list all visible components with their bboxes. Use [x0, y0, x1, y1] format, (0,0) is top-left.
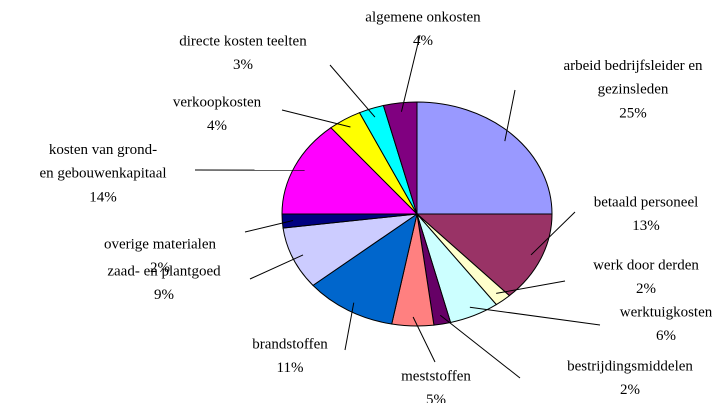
slice-label: betaald personeel — [594, 194, 699, 210]
leader-line — [400, 34, 421, 112]
leader-line — [439, 314, 521, 379]
pie-slice — [281, 127, 419, 215]
label-line: en gebouwenkapitaal — [39, 166, 166, 182]
leader-line — [469, 306, 601, 326]
slice-value-label: 4% — [207, 118, 227, 134]
leader-line — [281, 109, 351, 128]
slice-value-label: 2% — [150, 260, 170, 276]
slice-label: overige materialen — [104, 236, 217, 252]
slice-value-label: 14% — [89, 189, 117, 205]
slice-label: werk door derden — [593, 257, 699, 273]
slice-label: algemene onkosten — [365, 9, 481, 25]
slice-value-label: 25% — [619, 105, 647, 121]
pie-slice — [382, 101, 418, 215]
slice-label: arbeid bedrijfsleider en gezinsleden — [563, 58, 703, 98]
slice-label: verkoopkosten — [173, 94, 262, 110]
slice-label: bestrijdingsmiddelen — [567, 358, 693, 374]
slice-value-label: 13% — [632, 218, 660, 234]
slice-value-label: 5% — [426, 392, 446, 403]
leader-line — [244, 219, 294, 233]
slice-value-label: 11% — [277, 360, 304, 376]
slice-label: kosten van grond-en gebouwenkapitaal — [39, 142, 166, 182]
leader-line — [496, 280, 566, 294]
leader-line — [344, 302, 355, 351]
pie-slice — [415, 213, 553, 297]
leader-line — [412, 316, 436, 363]
slice-value-label: 4% — [413, 33, 433, 49]
slice-label: zaad- en plantgoed — [107, 263, 221, 279]
pie-slice — [416, 101, 553, 215]
leader-line — [329, 64, 376, 118]
label-line: kosten van grond- — [49, 142, 157, 158]
label-line: arbeid bedrijfsleider en — [563, 58, 703, 74]
slice-value-label: 3% — [233, 57, 253, 73]
slice-value-label: 2% — [620, 382, 640, 398]
slice-label: brandstoffen — [252, 336, 328, 352]
label-line: gezinsleden — [598, 82, 669, 98]
slice-value-label: 2% — [636, 281, 656, 297]
leader-line — [530, 211, 576, 256]
slice-label: werktuigkosten — [620, 304, 713, 320]
slice-label: directe kosten teelten — [179, 33, 307, 49]
leader-line — [249, 254, 304, 280]
slice-label: meststoffen — [401, 368, 471, 384]
pie-slice — [312, 212, 418, 325]
slice-value-label: 6% — [656, 328, 676, 344]
leader-line — [504, 89, 516, 142]
slice-value-label: 9% — [154, 287, 174, 303]
